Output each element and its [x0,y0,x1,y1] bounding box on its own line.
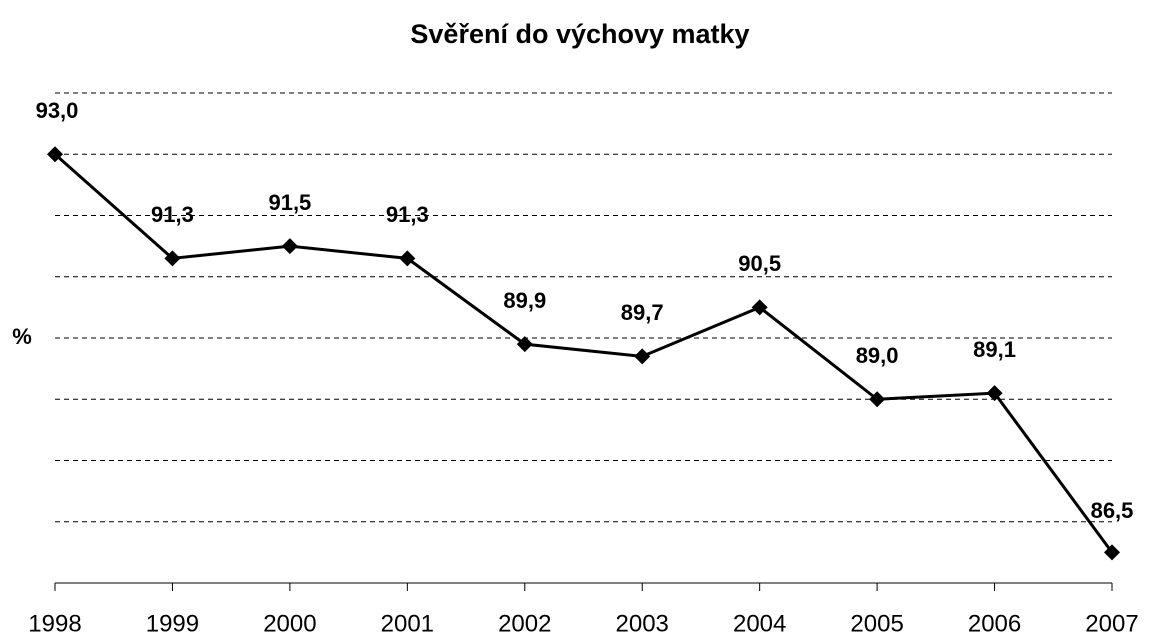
chart-title: Svěření do výchovy matky [410,19,749,49]
data-line [54,153,1114,554]
x-tick-label: 2004 [733,610,786,637]
data-point [516,336,533,353]
data-point [281,238,298,255]
data-label: 91,3 [386,202,429,227]
x-tick-label: 1999 [146,610,199,637]
data-point [986,385,1003,402]
data-label: 91,3 [151,202,194,227]
y-axis-label: % [12,324,32,349]
data-point [1104,544,1120,561]
x-tick-label: 2003 [616,610,669,637]
x-tick-label: 2005 [850,610,903,637]
x-tick-label: 2000 [263,610,316,637]
data-label: 89,1 [973,337,1016,362]
x-tick-label: 2002 [498,610,551,637]
data-label: 91,5 [268,190,311,215]
x-tick-label: 2006 [968,610,1021,637]
data-label: 90,5 [738,251,781,276]
data-point [869,391,886,408]
data-label: 89,0 [856,343,899,368]
data-point [751,299,768,316]
data-point [164,250,181,267]
data-label: 93,0 [36,98,79,123]
x-tick-label: 2001 [381,610,434,637]
data-label: 89,9 [503,288,546,313]
data-label: 86,5 [1091,498,1134,523]
data-point [47,146,63,163]
x-tick-label: 1998 [28,610,81,637]
x-tick-label: 2007 [1085,610,1138,637]
data-point [634,348,651,365]
data-label: 89,7 [621,300,664,325]
data-point [399,250,416,267]
